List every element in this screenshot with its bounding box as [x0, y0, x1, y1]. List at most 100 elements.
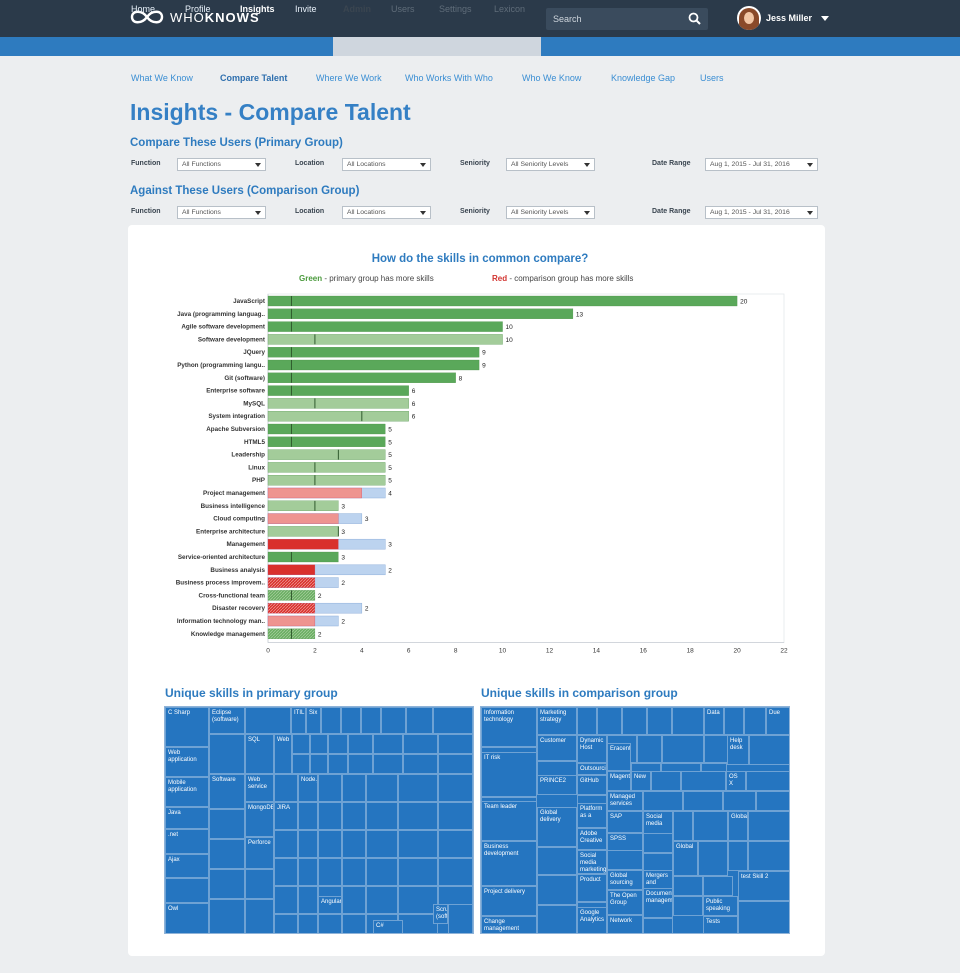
- comparison-location-select[interactable]: All Locations: [342, 206, 431, 219]
- treemap-cell[interactable]: [274, 830, 298, 858]
- treemap-cell[interactable]: [398, 914, 438, 933]
- treemap-cell[interactable]: [298, 802, 318, 830]
- nav-users[interactable]: Users: [391, 4, 415, 14]
- treemap-cell[interactable]: Change management: [481, 916, 537, 933]
- treemap-cell[interactable]: [637, 735, 662, 763]
- nav-admin[interactable]: Admin: [343, 4, 371, 14]
- treemap-cell[interactable]: Global: [728, 811, 748, 841]
- treemap-cell[interactable]: [318, 914, 342, 933]
- treemap-cell[interactable]: New: [631, 771, 651, 791]
- treemap-cell[interactable]: [537, 905, 577, 933]
- treemap-cell[interactable]: [318, 802, 342, 830]
- treemap-cell[interactable]: [366, 858, 398, 886]
- treemap-cell[interactable]: C#: [373, 920, 403, 933]
- treemap-cell[interactable]: [342, 802, 366, 830]
- treemap-cell[interactable]: [366, 774, 398, 802]
- treemap-cell[interactable]: [438, 858, 473, 886]
- treemap-cell[interactable]: [438, 754, 473, 774]
- treemap-cell[interactable]: [438, 734, 473, 754]
- nav-insights[interactable]: Insights: [240, 4, 275, 14]
- treemap-cell[interactable]: Google Analytics: [577, 907, 607, 933]
- treemap-cell[interactable]: [245, 707, 291, 734]
- treemap-cell[interactable]: [274, 886, 298, 914]
- treemap-cell[interactable]: [403, 754, 438, 774]
- comparison-date-select[interactable]: Aug 1, 2015 - Jul 31, 2016: [705, 206, 818, 219]
- treemap-cell[interactable]: Software: [209, 774, 245, 809]
- treemap-cell[interactable]: [245, 899, 274, 933]
- treemap-cell[interactable]: Platform as a: [577, 803, 607, 828]
- primary-function-select[interactable]: All Functions: [177, 158, 266, 171]
- nav-home[interactable]: Home: [131, 4, 156, 14]
- treemap-cell[interactable]: [292, 734, 310, 754]
- subnav-compare-talent[interactable]: Compare Talent: [220, 73, 288, 83]
- treemap-cell[interactable]: OS X: [726, 771, 746, 791]
- treemap-cell[interactable]: Six: [306, 707, 321, 734]
- treemap-cell[interactable]: [698, 841, 728, 876]
- treemap-cell[interactable]: [318, 858, 342, 886]
- treemap-cell[interactable]: Perforce: [245, 837, 274, 869]
- treemap-cell[interactable]: [245, 869, 274, 899]
- treemap-cell[interactable]: [672, 707, 704, 735]
- subnav-what-we-know[interactable]: What We Know: [131, 73, 193, 83]
- comparison-seniority-select[interactable]: All Seniority Levels: [506, 206, 595, 219]
- treemap-cell[interactable]: Eracent: [607, 743, 631, 771]
- treemap-cell[interactable]: Scrum (software: [433, 904, 448, 924]
- treemap-cell[interactable]: Managed services: [607, 791, 643, 811]
- treemap-cell[interactable]: [651, 771, 681, 791]
- treemap-cell[interactable]: ITIL: [291, 707, 306, 734]
- treemap-cell[interactable]: [274, 774, 298, 802]
- treemap-cell[interactable]: Node.js: [298, 774, 318, 802]
- treemap-cell[interactable]: [348, 734, 373, 754]
- treemap-cell[interactable]: Social media marketing: [577, 850, 607, 874]
- user-menu[interactable]: Jess Miller: [737, 6, 830, 30]
- treemap-cell[interactable]: [318, 830, 342, 858]
- treemap-cell[interactable]: [341, 707, 361, 734]
- treemap-cell[interactable]: [398, 802, 438, 830]
- treemap-cell[interactable]: Global sourcing: [607, 870, 643, 890]
- treemap-cell[interactable]: [693, 811, 728, 841]
- treemap-cell[interactable]: [328, 734, 348, 754]
- treemap-cell[interactable]: .net: [165, 829, 209, 854]
- treemap-cell[interactable]: [398, 886, 438, 914]
- primary-seniority-select[interactable]: All Seniority Levels: [506, 158, 595, 171]
- treemap-cell[interactable]: Web application: [165, 747, 209, 777]
- treemap-cell[interactable]: [310, 734, 328, 754]
- treemap-cell[interactable]: [209, 899, 245, 933]
- treemap-cell[interactable]: [744, 707, 766, 735]
- treemap-cell[interactable]: Project delivery: [481, 886, 537, 916]
- treemap-cell[interactable]: [622, 707, 647, 735]
- treemap-cell[interactable]: [298, 858, 318, 886]
- treemap-cell[interactable]: Data: [704, 707, 724, 735]
- treemap-cell[interactable]: [321, 707, 341, 734]
- treemap-cell[interactable]: [673, 811, 693, 841]
- treemap-cell[interactable]: Information technology: [481, 707, 537, 747]
- treemap-cell[interactable]: [342, 830, 366, 858]
- nav-lexicon[interactable]: Lexicon: [494, 4, 526, 14]
- nav-invite[interactable]: Invite: [295, 4, 317, 14]
- treemap-cell[interactable]: [647, 707, 672, 735]
- treemap-cell[interactable]: [748, 811, 789, 841]
- treemap-cell[interactable]: Eclipse (software): [209, 707, 245, 734]
- treemap-cell[interactable]: [756, 791, 789, 811]
- treemap-cell[interactable]: [165, 878, 209, 903]
- treemap-cell[interactable]: [643, 918, 673, 933]
- treemap-cell[interactable]: [448, 904, 473, 933]
- primary-location-select[interactable]: All Locations: [342, 158, 431, 171]
- treemap-cell[interactable]: [342, 914, 366, 933]
- treemap-cell[interactable]: Marketing strategy: [537, 707, 577, 735]
- treemap-cell[interactable]: The Open Group: [607, 890, 643, 915]
- primary-date-select[interactable]: Aug 1, 2015 - Jul 31, 2016: [705, 158, 818, 171]
- treemap-cell[interactable]: [607, 850, 643, 870]
- treemap-cell[interactable]: [298, 886, 318, 914]
- treemap-cell[interactable]: [310, 754, 328, 774]
- treemap-cell[interactable]: [597, 707, 622, 735]
- treemap-cell[interactable]: [643, 833, 673, 853]
- treemap-cell[interactable]: [643, 791, 683, 811]
- treemap-cell[interactable]: Ajax: [165, 854, 209, 878]
- treemap-cell[interactable]: [728, 841, 748, 871]
- treemap-cell[interactable]: [398, 830, 438, 858]
- treemap-cell[interactable]: [673, 876, 703, 896]
- treemap-cell[interactable]: [749, 735, 789, 765]
- logo[interactable]: WHOKNOWS: [130, 9, 260, 25]
- subnav-who-we-know[interactable]: Who We Know: [522, 73, 582, 83]
